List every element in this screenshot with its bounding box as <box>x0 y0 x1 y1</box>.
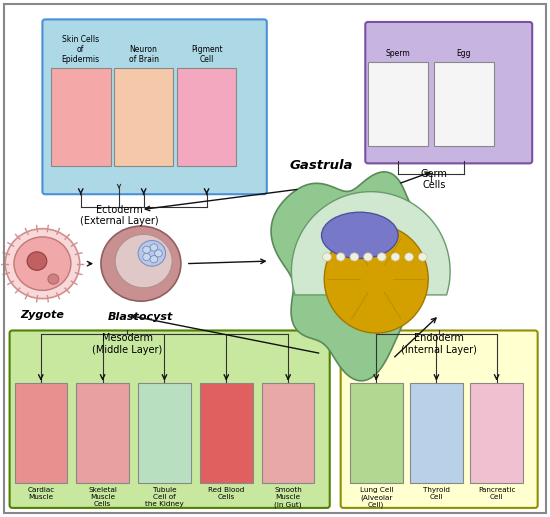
FancyBboxPatch shape <box>365 22 532 163</box>
Text: Mesoderm
(Middle Layer): Mesoderm (Middle Layer) <box>92 333 162 355</box>
Text: Cardiac
Muscle: Cardiac Muscle <box>27 488 54 500</box>
Circle shape <box>27 252 47 270</box>
Circle shape <box>405 253 414 261</box>
PathPatch shape <box>271 172 442 381</box>
FancyBboxPatch shape <box>200 384 252 483</box>
Circle shape <box>350 253 359 261</box>
Circle shape <box>364 253 372 261</box>
Circle shape <box>377 253 386 261</box>
Circle shape <box>101 226 181 301</box>
Circle shape <box>391 253 400 261</box>
Text: Pancreatic
Cell: Pancreatic Cell <box>478 488 515 500</box>
FancyBboxPatch shape <box>76 384 129 483</box>
Text: Germ
Cells: Germ Cells <box>420 169 447 190</box>
Text: Blastocyst: Blastocyst <box>108 312 174 323</box>
FancyBboxPatch shape <box>434 62 493 146</box>
Text: Tubule
Cell of
the Kidney: Tubule Cell of the Kidney <box>145 488 184 507</box>
Circle shape <box>14 237 71 291</box>
FancyBboxPatch shape <box>51 68 111 165</box>
FancyBboxPatch shape <box>177 68 236 165</box>
Circle shape <box>419 253 427 261</box>
FancyBboxPatch shape <box>262 384 315 483</box>
Circle shape <box>115 234 172 288</box>
FancyBboxPatch shape <box>114 68 173 165</box>
Text: Red Blood
Cells: Red Blood Cells <box>208 488 245 500</box>
Text: Ectoderm
(External Layer): Ectoderm (External Layer) <box>80 205 158 226</box>
Text: Pigment
Cell: Pigment Cell <box>191 45 222 65</box>
FancyBboxPatch shape <box>42 19 267 194</box>
FancyBboxPatch shape <box>350 384 403 483</box>
Circle shape <box>143 253 150 261</box>
Text: Lung Cell
(Alveolar
Cell): Lung Cell (Alveolar Cell) <box>360 488 393 508</box>
Text: Skin Cells
of
Epidermis: Skin Cells of Epidermis <box>62 35 100 65</box>
Circle shape <box>150 255 158 263</box>
Text: Zygote: Zygote <box>20 310 64 320</box>
Text: Endoderm
(Internal Layer): Endoderm (Internal Layer) <box>402 333 477 355</box>
Circle shape <box>155 250 162 257</box>
FancyBboxPatch shape <box>410 384 463 483</box>
Text: Skeletal
Muscle
Cells: Skeletal Muscle Cells <box>88 488 117 507</box>
FancyBboxPatch shape <box>368 62 428 146</box>
Text: Neuron
of Brain: Neuron of Brain <box>129 45 158 65</box>
Text: Thyroid
Cell: Thyroid Cell <box>423 488 450 500</box>
Text: Sperm: Sperm <box>386 49 410 58</box>
Text: Smooth
Muscle
(in Gut): Smooth Muscle (in Gut) <box>274 488 302 508</box>
Text: Egg: Egg <box>456 49 471 58</box>
Circle shape <box>48 274 59 284</box>
Circle shape <box>336 253 345 261</box>
FancyBboxPatch shape <box>340 330 538 508</box>
Ellipse shape <box>324 225 428 333</box>
Ellipse shape <box>322 212 398 258</box>
Circle shape <box>138 240 166 266</box>
FancyBboxPatch shape <box>9 330 329 508</box>
Circle shape <box>150 244 158 251</box>
PathPatch shape <box>292 192 450 295</box>
FancyBboxPatch shape <box>14 384 67 483</box>
Text: Gastrula: Gastrula <box>290 159 353 173</box>
Circle shape <box>323 253 331 261</box>
FancyBboxPatch shape <box>138 384 191 483</box>
FancyBboxPatch shape <box>470 384 523 483</box>
Circle shape <box>5 229 80 299</box>
Circle shape <box>143 246 150 253</box>
